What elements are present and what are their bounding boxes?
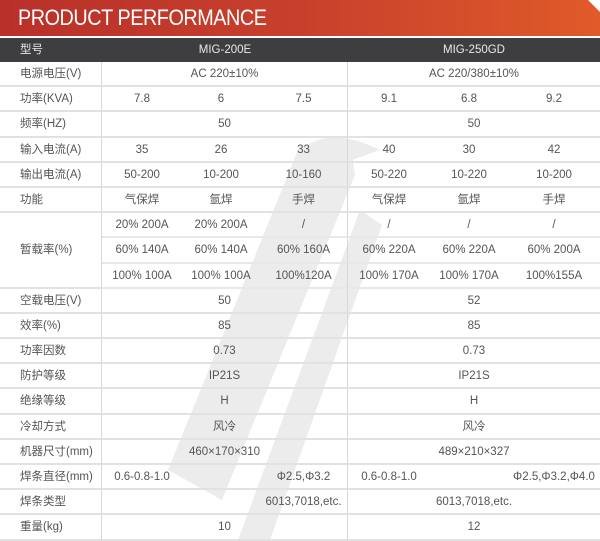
table-cell: 100%155A xyxy=(508,264,600,289)
table-cell: 6 xyxy=(182,87,260,113)
table-cell: 460×170×310 xyxy=(102,439,348,466)
table-cell: 6.8 xyxy=(430,87,508,113)
model-header-mig-250gd: MIG-250GD xyxy=(348,38,600,62)
table-cell: 10-220 xyxy=(430,163,508,188)
table-cell: 0.6-0.8-1.0 xyxy=(348,465,430,491)
table-cell: 100% 100A xyxy=(182,264,260,289)
table-cell: 100% 100A xyxy=(102,264,182,289)
table-cell: 10 xyxy=(102,515,348,541)
row-label: 频率(HZ) xyxy=(0,112,102,138)
table-cell: 50-200 xyxy=(102,163,182,188)
table-cell: AC 220±10% xyxy=(102,62,348,88)
table-cell xyxy=(430,465,508,491)
table-cell: 9.2 xyxy=(508,87,600,113)
table-cell: / xyxy=(348,213,430,239)
table-cell: / xyxy=(508,213,600,239)
table-cell: 10-200 xyxy=(182,163,260,188)
row-label: 绝缘等级 xyxy=(0,389,102,415)
table-cell: IP21S xyxy=(102,364,348,390)
row-label: 电源电压(V) xyxy=(0,62,102,88)
title-bar: PRODUCT PERFORMANCE xyxy=(0,0,600,36)
row-label: 输入电流(A) xyxy=(0,137,102,163)
row-label: 冷却方式 xyxy=(0,414,102,440)
row-label: 功率因数 xyxy=(0,339,102,365)
table-cell: 风冷 xyxy=(102,414,348,440)
row-label: 空载电压(V) xyxy=(0,288,102,314)
row-label: 机器尺寸(mm) xyxy=(0,439,102,466)
table-cell: 气保焊 xyxy=(348,188,430,214)
table-cell: 7.5 xyxy=(260,87,348,113)
table-cell: 7.8 xyxy=(102,87,182,113)
table-cell xyxy=(182,490,260,516)
table-cell: H xyxy=(102,389,348,415)
table-cell: 0.73 xyxy=(348,339,600,365)
table-cell: 26 xyxy=(182,138,260,163)
table-cell: 60% 140A xyxy=(102,238,182,264)
row-label: 效率(%) xyxy=(0,313,102,340)
row-label: 重量(kg) xyxy=(0,515,102,541)
table-cell: 60% 200A xyxy=(508,238,600,264)
table-cell: AC 220/380±10% xyxy=(348,62,600,88)
row-label: 功能 xyxy=(0,187,102,214)
table-cell: 33 xyxy=(260,137,348,163)
row-label: 功率(KVA) xyxy=(0,87,102,113)
table-cell: 0.6-0.8-1.0 xyxy=(102,465,182,491)
table-cell: 52 xyxy=(348,289,600,314)
row-label: 防护等级 xyxy=(0,364,102,390)
table-cell: 85 xyxy=(348,314,600,340)
table-cell: 50-220 xyxy=(348,163,430,188)
table-cell: 氩焊 xyxy=(430,188,508,214)
table-cell: 42 xyxy=(508,138,600,163)
table-cell: 60% 160A xyxy=(260,238,348,264)
table-cell: Φ2.5,Φ3.2,Φ4.0 xyxy=(508,465,600,491)
table-cell: 风冷 xyxy=(348,415,600,440)
table-cell: 氩焊 xyxy=(182,188,260,214)
table-cell: 0.73 xyxy=(102,339,348,365)
table-cell: 10-160 xyxy=(260,162,348,188)
table-cell: IP21S xyxy=(348,364,600,390)
table-cell: 12 xyxy=(348,515,600,541)
row-label: 输出电流(A) xyxy=(0,162,102,188)
table-cell: 20% 200A xyxy=(182,213,260,239)
table-cell: 50 xyxy=(102,288,348,314)
table-cell: 50 xyxy=(348,112,600,138)
table-cell xyxy=(102,490,182,516)
spec-table: 型号 MIG-200E MIG-250GD 电源电压(V) AC 220±10% A… xyxy=(0,38,600,541)
table-cell: 60% 140A xyxy=(182,238,260,264)
table-cell: 35 xyxy=(102,138,182,163)
model-header-mig-200e: MIG-200E xyxy=(102,38,348,62)
table-cell: 气保焊 xyxy=(102,188,182,214)
table-cell: 100% 170A xyxy=(348,264,430,289)
page-title: PRODUCT PERFORMANCE xyxy=(18,5,267,30)
table-cell: 6013,7018,etc. xyxy=(260,490,348,516)
table-cell: 60% 220A xyxy=(348,238,430,264)
table-cell: 100%120A xyxy=(260,263,348,289)
table-cell: 50 xyxy=(102,112,348,138)
table-cell: 手焊 xyxy=(260,187,348,214)
table-cell: H xyxy=(348,389,600,415)
table-cell: / xyxy=(260,213,348,239)
table-cell: / xyxy=(430,213,508,239)
header-label: 型号 xyxy=(0,38,102,62)
table-cell: 30 xyxy=(430,138,508,163)
table-cell: Φ2.5,Φ3.2 xyxy=(260,465,348,491)
row-label: 暂载率(%) xyxy=(0,213,102,289)
table-cell xyxy=(182,465,260,491)
table-cell: 489×210×327 xyxy=(348,440,600,466)
row-label: 焊条类型 xyxy=(0,490,102,516)
table-cell: 85 xyxy=(102,313,348,340)
table-cell: 9.1 xyxy=(348,87,430,113)
table-cell: 20% 200A xyxy=(102,213,182,239)
table-cell: 10-200 xyxy=(508,163,600,188)
table-cell: 100% 170A xyxy=(430,264,508,289)
table-cell: 6013,7018,etc. xyxy=(348,490,600,516)
row-label: 焊条直径(mm) xyxy=(0,465,102,491)
table-cell: 40 xyxy=(348,138,430,163)
table-cell: 手焊 xyxy=(508,188,600,214)
table-cell: 60% 220A xyxy=(430,238,508,264)
